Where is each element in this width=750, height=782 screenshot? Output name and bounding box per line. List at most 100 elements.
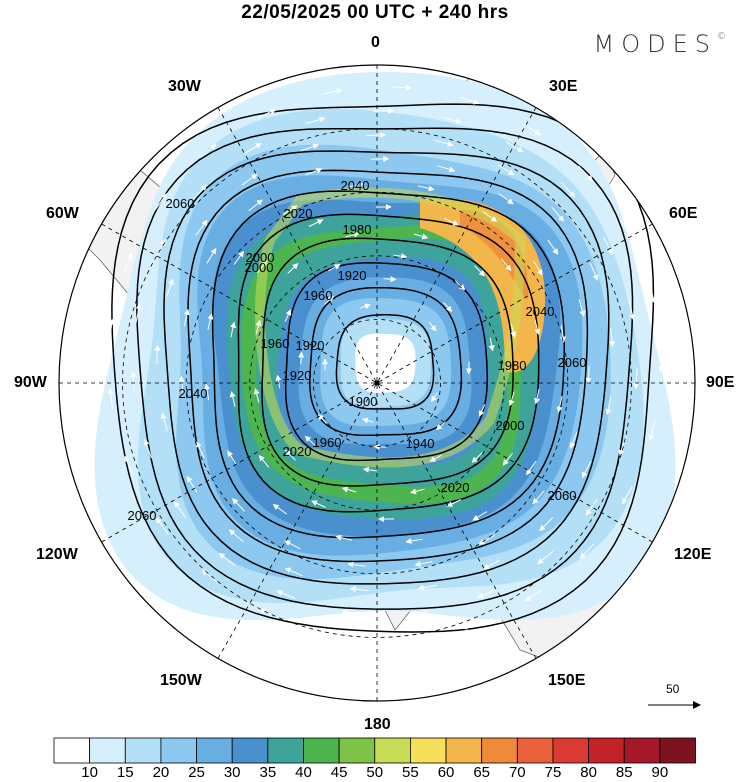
- wind-arrow: [349, 586, 369, 593]
- wind-arrow: [183, 308, 190, 327]
- wind-arrow: [578, 165, 593, 182]
- wind-arrow: [534, 388, 540, 405]
- wind-arrow: [366, 131, 387, 138]
- wind-arrow: [248, 199, 263, 212]
- wind-arrow: [322, 88, 343, 95]
- wind-arrow: [620, 219, 632, 239]
- wind-arrow: [186, 475, 198, 493]
- wind-arrow: [444, 218, 459, 226]
- wind-arrow: [257, 108, 277, 119]
- wind-arrow: [581, 460, 592, 479]
- wind-arrow: [284, 540, 301, 550]
- wind-arrow: [410, 610, 431, 617]
- meridian-line: [101, 223, 653, 543]
- wind-arrow: [446, 499, 462, 507]
- wind-arrow: [361, 417, 374, 424]
- wind-arrow: [123, 252, 133, 273]
- wind-arrow: [405, 538, 423, 545]
- wind-arrow: [341, 609, 363, 616]
- wind-arrow: [392, 635, 414, 642]
- wind-arrow: [341, 486, 357, 493]
- colorbar-swatch: [160, 737, 197, 764]
- wind-arrow: [300, 143, 320, 152]
- contour-label: 2040: [341, 178, 370, 193]
- south-pole-marker: [374, 380, 380, 386]
- contour-label: 2000: [496, 418, 525, 433]
- wind-arrow: [471, 452, 483, 463]
- colorbar-swatch: [516, 737, 554, 764]
- wind-arrow: [230, 321, 236, 338]
- latitude-circle: [249, 255, 505, 511]
- wind-arrow: [413, 233, 429, 240]
- lon-label-90e: 90E: [706, 374, 735, 391]
- wind-arrow: [135, 302, 142, 324]
- colorbar-swatch: [231, 737, 269, 764]
- wind-arrow: [166, 278, 174, 297]
- wind-arrow: [609, 327, 616, 348]
- contour-label: 2040: [179, 386, 208, 401]
- contour-label: 2060: [558, 355, 587, 370]
- wind-arrow: [628, 300, 636, 321]
- wind-arrow: [201, 569, 219, 584]
- wind-arrow: [276, 590, 296, 600]
- wind-arrow: [284, 309, 292, 322]
- wind-arrow: [551, 206, 565, 222]
- colorbar-tick-label: 55: [402, 764, 419, 781]
- contour-label: 2000: [246, 250, 275, 265]
- wind-arrow: [622, 485, 633, 505]
- wind-arrow: [434, 139, 454, 147]
- colorbar-tick-label: 70: [508, 764, 526, 781]
- contour-label: 1940: [406, 436, 435, 451]
- wind-arrow: [391, 84, 412, 91]
- lon-label-30w: 30W: [168, 78, 201, 95]
- contour-label: 1960: [304, 288, 333, 303]
- contour-label: 2060: [166, 196, 195, 211]
- meridian-line: [101, 223, 653, 543]
- colorbar-tick-label: 25: [188, 764, 205, 781]
- wind-arrow: [435, 421, 446, 431]
- wind-arrow: [323, 630, 345, 637]
- wind-arrow: [233, 250, 244, 265]
- map-boundary: [58, 64, 696, 702]
- wind-arrow: [533, 260, 543, 276]
- contour-line: [187, 169, 589, 563]
- colorbar-tick-label: 45: [330, 764, 348, 781]
- wind-arrow: [285, 449, 296, 461]
- wind-arrow: [284, 567, 303, 577]
- wind-arrow: [154, 192, 168, 211]
- wind-arrow: [465, 361, 472, 375]
- colorbar-tick-label: 85: [615, 764, 633, 781]
- lon-label-150e: 150E: [548, 672, 586, 689]
- colorbar-swatch: [588, 737, 625, 764]
- wind-arrow: [298, 351, 305, 365]
- lon-label-180: 180: [364, 716, 391, 733]
- contour-label: 1980: [498, 358, 527, 373]
- vector-scale-label: 50: [666, 682, 680, 696]
- wind-arrow: [218, 552, 236, 567]
- wind-arrow: [478, 534, 495, 545]
- colorbar-swatch: [196, 737, 233, 764]
- colorbar-tick-label: 75: [544, 764, 562, 781]
- lon-label-120e: 120E: [674, 546, 712, 563]
- wind-arrow: [589, 262, 599, 281]
- wind-arrow: [362, 466, 377, 473]
- wind-arrow: [524, 589, 543, 602]
- wind-arrow: [203, 383, 210, 401]
- wind-arrow: [430, 392, 438, 403]
- contour-line: [136, 127, 634, 610]
- colorbar-tick-label: 90: [651, 764, 669, 781]
- contour-label: 1920: [338, 268, 367, 283]
- wind-arrow: [508, 391, 515, 407]
- wind-arrow: [155, 239, 166, 258]
- wind-arrow: [483, 211, 498, 222]
- colorbar-tick-label: 65: [473, 764, 491, 781]
- wind-arrow: [108, 318, 115, 340]
- colorbar-tick-label: 30: [223, 764, 241, 781]
- colorbar-swatch: [53, 737, 91, 764]
- geopotential-contours: [111, 103, 655, 633]
- wind-arrow: [579, 543, 595, 560]
- colorbar-tick-label: 40: [295, 764, 312, 781]
- wind-arrow: [305, 116, 326, 124]
- colorbar-swatch: [445, 737, 483, 764]
